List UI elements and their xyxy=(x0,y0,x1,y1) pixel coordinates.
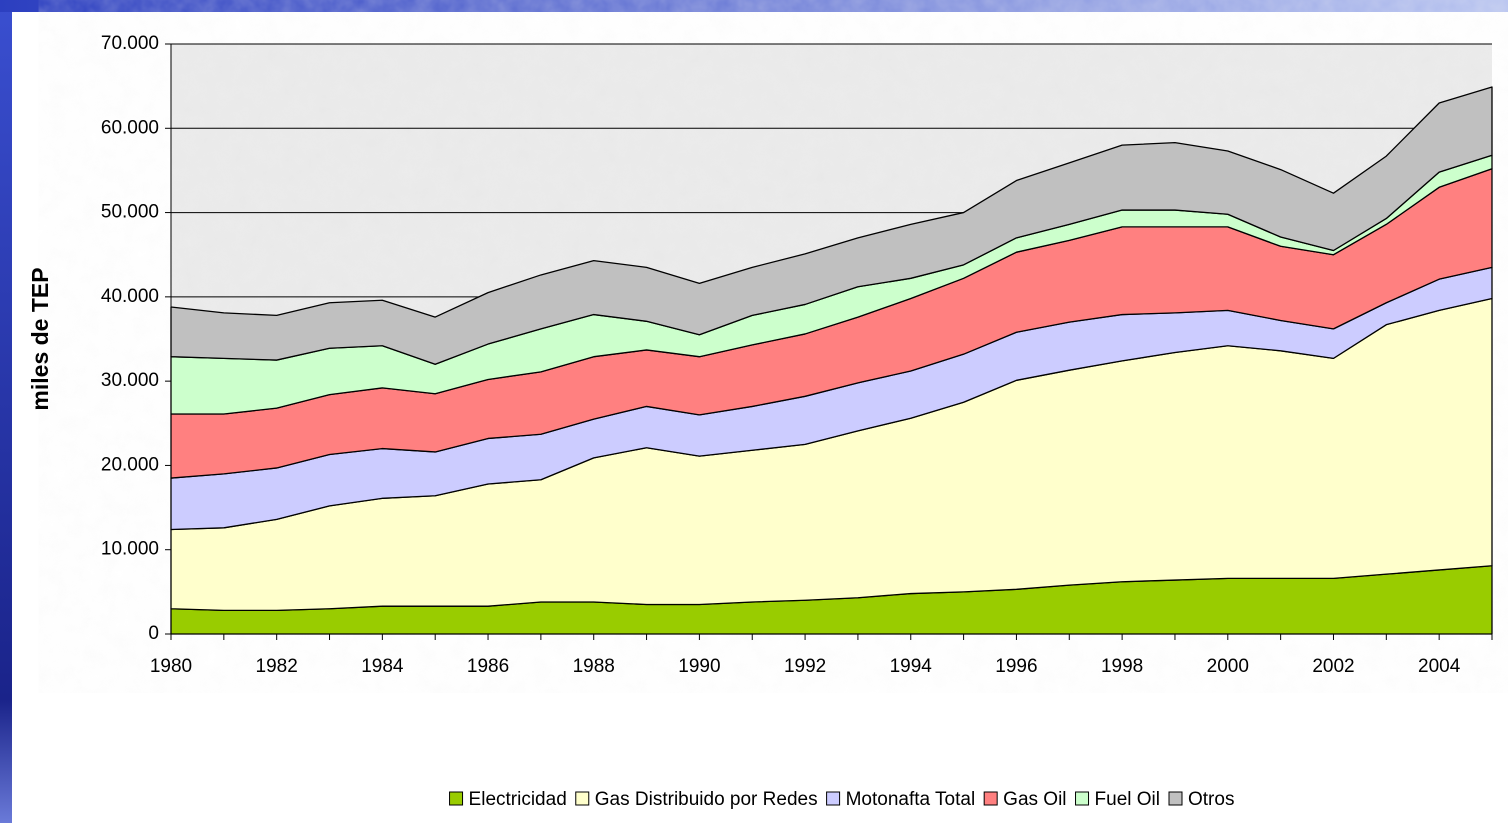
legend-swatch xyxy=(983,791,998,806)
x-tick-label: 1980 xyxy=(150,656,192,677)
legend-swatch xyxy=(449,791,464,806)
x-tick-label: 1998 xyxy=(1101,656,1143,677)
y-tick-label: 40.000 xyxy=(101,286,159,307)
y-tick-label: 60.000 xyxy=(101,117,159,138)
legend: Electricidad Gas Distribuido por Redes Mot… xyxy=(449,789,1234,810)
x-tick-label: 2002 xyxy=(1312,656,1354,677)
areas xyxy=(170,86,1493,635)
x-tick-label: 1982 xyxy=(256,656,298,677)
x-tick-label: 2004 xyxy=(1418,656,1461,677)
y-tick-label: 30.000 xyxy=(101,370,159,391)
y-tick-label: 10.000 xyxy=(101,539,159,560)
y-tick-label: 20.000 xyxy=(101,454,159,475)
legend-swatch xyxy=(826,791,841,806)
legend-label: Motonafta Total xyxy=(846,789,976,810)
legend-swatch xyxy=(575,791,590,806)
legend-swatch xyxy=(1168,791,1183,806)
x-tick-label: 1984 xyxy=(361,656,404,677)
x-tick-label: 1994 xyxy=(890,656,933,677)
area xyxy=(170,86,1493,365)
legend-label: Gas Distribuido por Redes xyxy=(595,789,818,810)
x-tick-label: 1990 xyxy=(678,656,720,677)
x-tick-label: 1986 xyxy=(467,656,509,677)
legend-swatch xyxy=(1075,791,1090,806)
legend-label: Gas Oil xyxy=(1003,789,1066,810)
slide-border xyxy=(0,0,12,823)
y-tick-label: 0 xyxy=(148,623,159,644)
legend-label: Fuel Oil xyxy=(1095,789,1160,810)
axes: 0 10.000 20.000 30.000 40.000 50.000 60.000 70.… xyxy=(101,33,1493,677)
x-tick-label: 1992 xyxy=(784,656,826,677)
y-tick-label: 50.000 xyxy=(101,202,159,223)
y-tick-label: 70.000 xyxy=(101,33,159,54)
x-tick-label: 1988 xyxy=(573,656,615,677)
x-tick-label: 2000 xyxy=(1207,656,1249,677)
y-axis-label: miles de TEP xyxy=(27,267,53,410)
legend-label: Electricidad xyxy=(469,789,567,810)
x-tick-label: 1996 xyxy=(995,656,1037,677)
slide-border xyxy=(0,0,1508,12)
legend-label: Otros xyxy=(1188,789,1234,810)
